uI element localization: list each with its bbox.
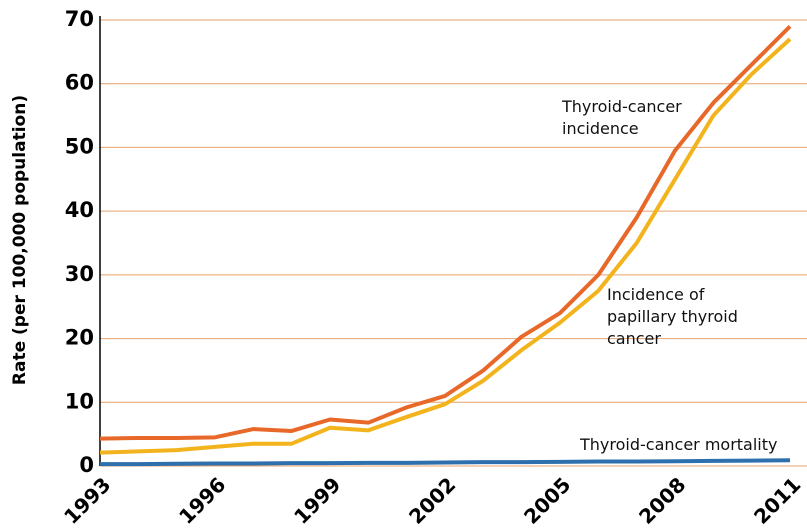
x-tick-label: 2002: [404, 472, 460, 528]
y-tick-label: 50: [65, 134, 94, 158]
x-tick-label: 1999: [289, 472, 345, 528]
y-tick-label: 30: [65, 262, 94, 286]
y-tick-label: 10: [65, 389, 94, 413]
y-tick-label: 40: [65, 198, 94, 222]
x-tick-label: 2008: [634, 472, 690, 528]
series-line: [99, 37, 792, 455]
x-tick-label: 2011: [749, 472, 805, 528]
y-tick-label: 20: [65, 326, 94, 350]
series-line: [99, 24, 792, 441]
y-tick-label: 70: [65, 7, 94, 31]
x-tick-label: 1996: [174, 472, 230, 528]
series-label: Thyroid-cancer mortality: [580, 435, 778, 454]
y-axis-label: Rate (per 100,000 population): [10, 95, 30, 385]
series-line: [100, 458, 791, 467]
series-label: Thyroid-cancer incidence: [562, 97, 682, 138]
x-tick-label: 1993: [59, 472, 115, 528]
y-tick-label: 60: [65, 71, 94, 95]
x-tick-label: 2005: [519, 472, 575, 528]
y-tick-label: 0: [79, 453, 94, 477]
series-label: Incidence of papillary thyroid cancer: [607, 285, 738, 348]
